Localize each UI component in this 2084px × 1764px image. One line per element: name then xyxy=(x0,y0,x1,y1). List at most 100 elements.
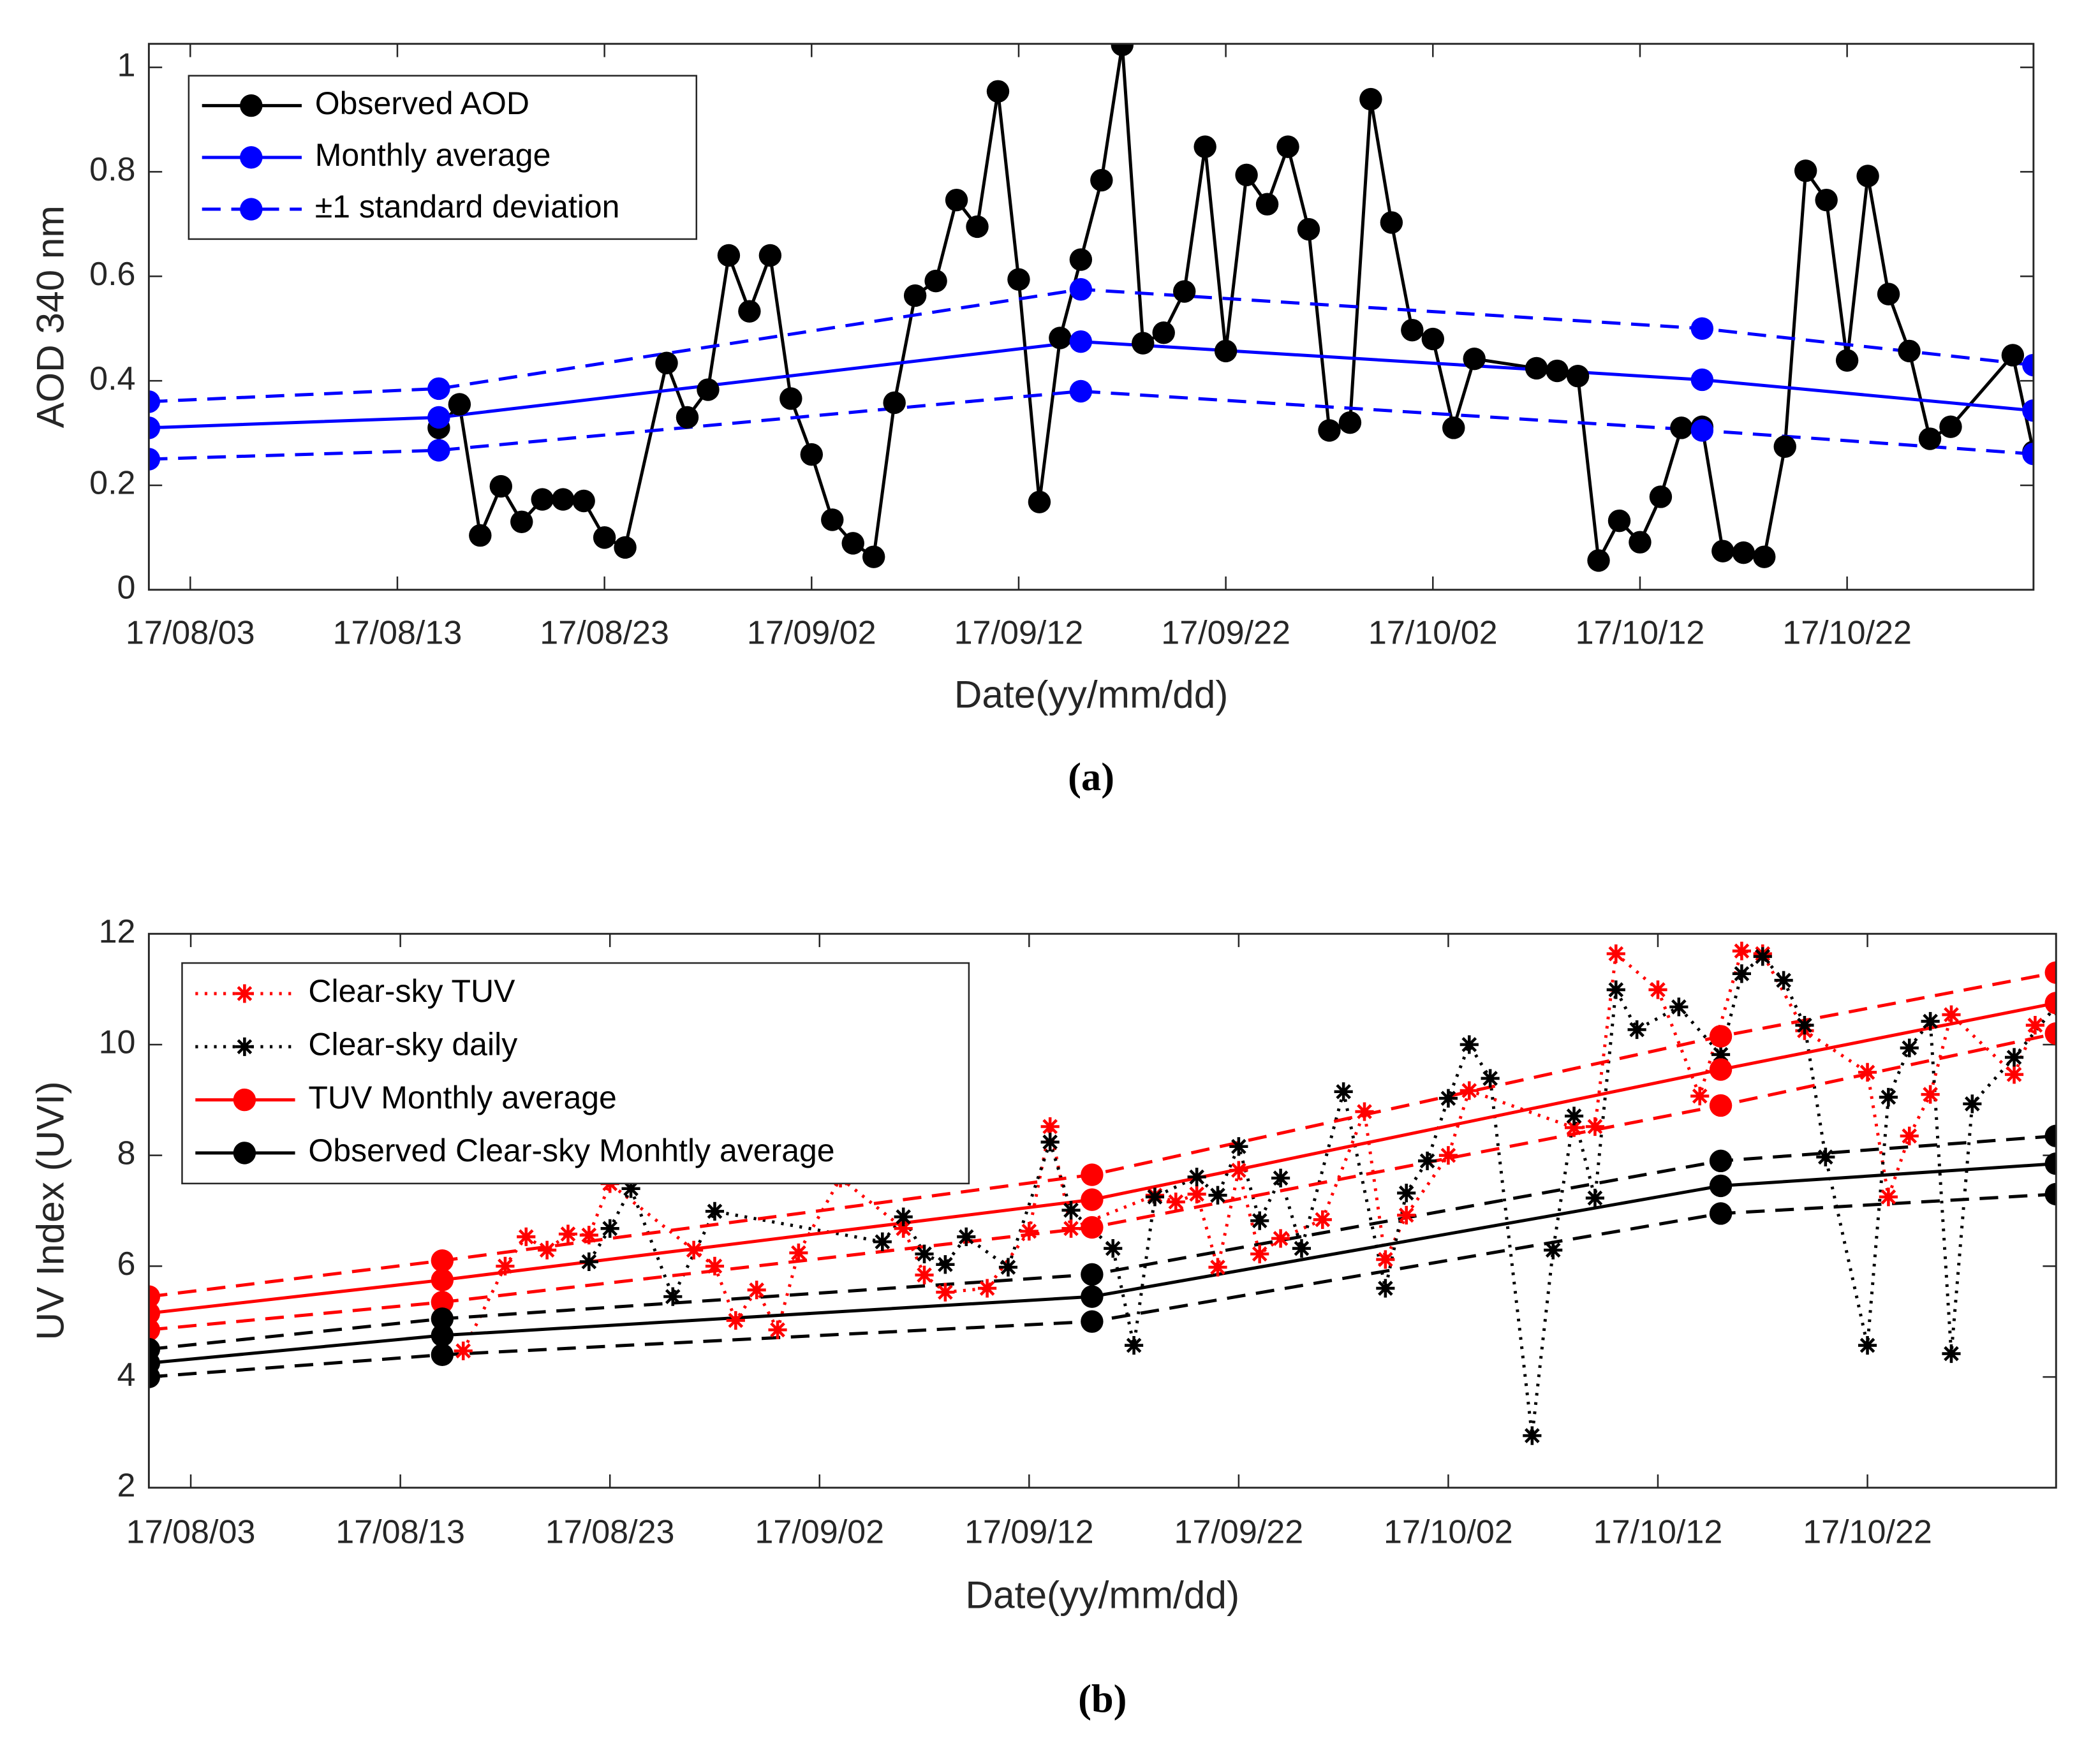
marker xyxy=(1877,283,1900,305)
series-layer xyxy=(149,941,2057,1445)
marker xyxy=(1193,135,1216,158)
marker xyxy=(1208,1258,1227,1277)
marker xyxy=(1132,332,1155,355)
marker xyxy=(945,188,968,212)
legend-label: ±1 standard deviation xyxy=(315,189,620,224)
marker xyxy=(149,1318,161,1341)
y-tick-label: 6 xyxy=(117,1246,136,1283)
marker xyxy=(915,1265,934,1284)
marker xyxy=(1795,1015,1814,1035)
marker xyxy=(431,1343,454,1367)
marker xyxy=(705,1256,725,1275)
marker xyxy=(1081,1263,1104,1286)
marker xyxy=(431,1291,454,1314)
marker xyxy=(1276,135,1299,158)
marker xyxy=(1709,1094,1733,1117)
marker xyxy=(1355,1102,1374,1121)
marker xyxy=(149,416,161,439)
marker xyxy=(1397,1205,1416,1225)
y-tick-label: 0.2 xyxy=(89,465,135,502)
marker xyxy=(1858,1062,1877,1082)
marker xyxy=(1669,997,1689,1017)
marker xyxy=(1816,1147,1835,1166)
marker xyxy=(2044,1124,2057,1147)
x-tick-label: 17/09/12 xyxy=(954,614,1084,651)
x-tick-label: 17/10/12 xyxy=(1576,614,1705,651)
chart: 2 4 6 8 10 12 17/08/03 17/08/13 17/08/23 17/09/02… xyxy=(28,913,2057,1721)
marker xyxy=(531,488,554,511)
marker xyxy=(538,1240,557,1260)
marker xyxy=(149,1365,161,1388)
marker xyxy=(1709,1058,1733,1081)
marker xyxy=(1250,1211,1269,1230)
marker xyxy=(1709,1202,1733,1225)
marker xyxy=(1585,1188,1605,1208)
x-tick-label: 17/08/13 xyxy=(336,1513,465,1550)
y-tick-label: 0.4 xyxy=(89,360,135,397)
marker xyxy=(1145,1187,1165,1207)
marker xyxy=(1481,1069,1500,1088)
marker xyxy=(1732,964,1751,983)
marker xyxy=(149,390,161,413)
marker xyxy=(1794,159,1817,182)
x-tick-label: 17/08/03 xyxy=(126,614,255,651)
marker xyxy=(1942,1005,1961,1024)
marker xyxy=(149,1285,161,1308)
marker xyxy=(1856,165,1879,187)
legend-label: Clear-sky daily xyxy=(308,1026,517,1062)
marker xyxy=(1709,1174,1733,1198)
x-tick-label: 17/10/02 xyxy=(1384,1513,1513,1550)
marker xyxy=(1069,248,1093,271)
marker xyxy=(894,1207,913,1226)
marker xyxy=(705,1202,725,1221)
marker xyxy=(1606,980,1625,999)
caption: (b) xyxy=(1078,1677,1127,1721)
x-tick-label: 17/08/23 xyxy=(540,614,669,651)
marker xyxy=(1081,1163,1104,1186)
marker xyxy=(1629,531,1652,554)
marker xyxy=(1401,318,1424,342)
marker xyxy=(1525,356,1548,380)
marker xyxy=(1690,419,1714,442)
x-tick-label: 17/09/02 xyxy=(755,1513,884,1550)
legend-marker xyxy=(235,984,254,1003)
marker xyxy=(427,377,450,401)
marker xyxy=(149,1337,161,1361)
marker xyxy=(1753,545,1776,568)
marker xyxy=(1835,349,1859,372)
marker xyxy=(1438,1089,1458,1108)
marker xyxy=(2044,961,2057,984)
marker xyxy=(1732,541,1755,564)
marker xyxy=(966,215,989,239)
marker xyxy=(431,1268,454,1291)
marker xyxy=(579,1226,598,1245)
legend-label: Observed Clear-sky Monhtly average xyxy=(308,1133,834,1168)
marker xyxy=(1376,1250,1395,1269)
marker xyxy=(915,1244,934,1263)
marker xyxy=(1081,1285,1104,1308)
marker xyxy=(621,1179,640,1198)
legend: Observed AOD Monthly average ±1 standard d… xyxy=(188,75,698,240)
marker xyxy=(149,1302,161,1325)
marker xyxy=(614,536,637,559)
marker xyxy=(903,284,927,307)
marker xyxy=(1585,1117,1605,1136)
marker xyxy=(676,406,699,429)
marker xyxy=(1338,411,1362,434)
marker xyxy=(821,508,844,531)
marker xyxy=(1125,1335,1144,1355)
marker xyxy=(593,526,616,549)
marker xyxy=(2022,353,2034,377)
marker xyxy=(600,1219,619,1238)
marker xyxy=(924,269,947,293)
legend-box xyxy=(181,962,970,1185)
marker xyxy=(862,545,885,568)
marker xyxy=(1255,193,1279,216)
marker xyxy=(1815,188,1838,212)
marker xyxy=(1442,416,1465,439)
y-tick-label: 8 xyxy=(117,1135,136,1172)
marker xyxy=(1397,1184,1416,1203)
marker xyxy=(2022,443,2034,466)
marker xyxy=(2044,992,2057,1015)
